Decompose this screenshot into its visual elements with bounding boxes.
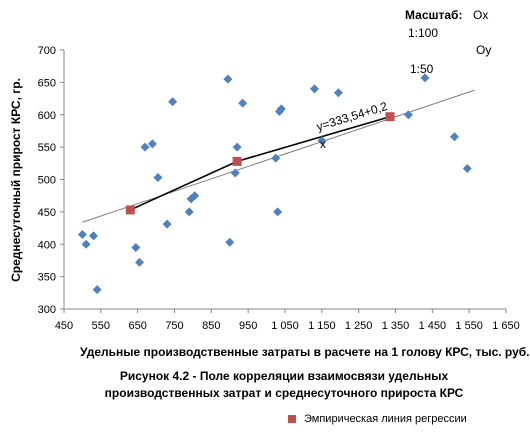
y-tick-label: 600: [38, 110, 56, 122]
axes: [60, 49, 507, 313]
data-point-diamond: [184, 207, 194, 217]
y-tick-label: 450: [38, 207, 56, 219]
data-point-diamond: [309, 84, 319, 94]
regression-line: [129, 115, 391, 211]
data-point-diamond: [238, 98, 248, 108]
data-point-diamond: [317, 136, 327, 146]
data-point-diamond: [333, 88, 343, 98]
data-point-diamond: [147, 139, 157, 149]
legend-square-marker: [288, 415, 296, 423]
x-tick-label: 1 350: [382, 320, 410, 332]
data-point-diamond: [225, 237, 235, 247]
data-point-diamond: [276, 104, 286, 114]
data-point-diamond: [92, 285, 102, 295]
x-tick-label: 1 250: [345, 320, 373, 332]
equation-annotation: y=333,54+0,2: [315, 99, 390, 134]
scale-oy-value: 1:50: [410, 62, 434, 76]
data-point-diamond: [273, 207, 283, 217]
x-tick-labels: 450 550 650 750 850 950 1 050 1 150 1 250 1 350 1 …: [55, 320, 520, 332]
data-point-diamond: [190, 191, 200, 201]
x-tick-label: 450: [55, 320, 73, 332]
data-point-diamond: [230, 168, 240, 178]
y-tick-label: 400: [38, 239, 56, 251]
x-tick-label: 950: [239, 320, 257, 332]
data-point-diamond: [462, 163, 472, 173]
x-tick-label: 1 650: [492, 320, 520, 332]
data-point-diamond: [140, 142, 150, 152]
legend-label: Эмпирическая линия регрессии: [304, 413, 467, 425]
data-point-diamond: [81, 239, 91, 249]
empirical-regression-line: [129, 115, 391, 211]
scale-oy-label: Oy: [476, 43, 492, 57]
data-point-diamond: [420, 73, 430, 83]
regression-points: [125, 112, 395, 215]
x-tick-label: 850: [202, 320, 220, 332]
data-point-diamond: [88, 231, 98, 241]
x-tick-label: 650: [128, 320, 146, 332]
figure-caption: Рисунок 4.2 - Поле корреляции взаимосвяз…: [104, 369, 464, 400]
x-tick-label: 1 150: [308, 320, 336, 332]
data-point-diamond: [153, 173, 163, 183]
data-point-diamond: [77, 230, 87, 240]
data-point-diamond: [232, 142, 242, 152]
y-tick-label: 700: [38, 45, 56, 57]
y-tick-label: 650: [38, 77, 56, 89]
legend: Эмпирическая линия регрессии: [288, 413, 467, 425]
y-tick-labels: 300 350 400 450 500 550 600 650 700: [38, 45, 56, 316]
scale-ox-value: 1:100: [408, 26, 439, 40]
y-axis-label: Среднесуточный прирост КРС, гр.: [9, 78, 23, 282]
x-tick-label: 550: [92, 320, 110, 332]
data-point-diamond: [271, 153, 281, 163]
regression-point-square: [232, 156, 242, 166]
x-axis-label: Удельные производственные затраты в расч…: [80, 345, 530, 359]
data-point-diamond: [168, 97, 178, 107]
x-tick-label: 750: [165, 320, 183, 332]
regression-point-square: [125, 205, 135, 215]
y-tick-label: 550: [38, 142, 56, 154]
x-tick-label: 1 050: [271, 320, 299, 332]
scatter-points: [77, 73, 472, 295]
scale-ox-label: Ox: [473, 8, 489, 22]
x-annotation: x: [320, 137, 326, 151]
data-point-diamond: [162, 219, 172, 229]
data-point-diamond: [135, 257, 145, 267]
x-tick-label: 1 450: [419, 320, 447, 332]
y-tick-label: 350: [38, 272, 56, 284]
scale-title: Масштаб:: [405, 8, 463, 22]
x-tick-label: 1 550: [455, 320, 483, 332]
data-point-diamond: [131, 242, 141, 252]
data-point-diamond: [223, 74, 233, 84]
data-point-diamond: [403, 110, 413, 120]
regression-point-square: [385, 112, 395, 122]
data-point-diamond: [449, 132, 459, 142]
y-tick-label: 300: [38, 304, 56, 316]
y-tick-label: 500: [38, 175, 56, 187]
